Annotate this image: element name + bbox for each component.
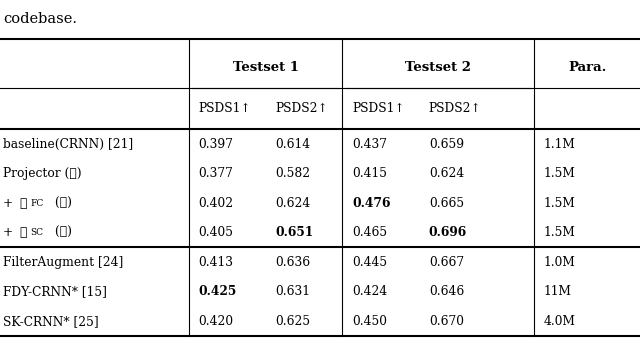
Text: 0.646: 0.646 [429,285,464,298]
Text: ℒ: ℒ [19,226,27,239]
Text: (②): (②) [51,197,72,210]
Text: PSDS1↑: PSDS1↑ [198,102,251,115]
Text: 0.659: 0.659 [429,138,464,151]
Text: 0.402: 0.402 [198,197,234,210]
Text: Testset 2: Testset 2 [405,61,472,74]
Text: ℒ: ℒ [19,197,27,210]
Text: 0.631: 0.631 [275,285,310,298]
Text: 0.696: 0.696 [429,226,467,239]
Text: (③): (③) [51,226,72,239]
Text: FilterAugment [24]: FilterAugment [24] [3,256,124,269]
Text: Para.: Para. [568,61,606,74]
Text: 0.614: 0.614 [275,138,310,151]
Text: 0.624: 0.624 [429,167,464,180]
Text: 0.420: 0.420 [198,315,234,328]
Text: 1.5M: 1.5M [544,226,576,239]
Text: 0.670: 0.670 [429,315,464,328]
Text: 0.424: 0.424 [352,285,387,298]
Text: 0.624: 0.624 [275,197,310,210]
Text: 0.415: 0.415 [352,167,387,180]
Text: 0.667: 0.667 [429,256,464,269]
Text: 0.625: 0.625 [275,315,310,328]
Text: PSDS2↑: PSDS2↑ [275,102,328,115]
Text: 0.437: 0.437 [352,138,387,151]
Text: 0.413: 0.413 [198,256,234,269]
Text: 0.665: 0.665 [429,197,464,210]
Text: 4.0M: 4.0M [544,315,576,328]
Text: 0.636: 0.636 [275,256,310,269]
Text: baseline(CRNN) [21]: baseline(CRNN) [21] [3,138,133,151]
Text: PSDS2↑: PSDS2↑ [429,102,481,115]
Text: 1.5M: 1.5M [544,197,576,210]
Text: 0.465: 0.465 [352,226,387,239]
Text: FDY-CRNN* [15]: FDY-CRNN* [15] [3,285,107,298]
Text: 1.0M: 1.0M [544,256,576,269]
Text: +: + [3,226,17,239]
Text: +: + [3,197,17,210]
Text: PSDS1↑: PSDS1↑ [352,102,404,115]
Text: Testset 1: Testset 1 [232,61,299,74]
Text: 1.1M: 1.1M [544,138,576,151]
Text: 11M: 11M [544,285,572,298]
Text: 0.582: 0.582 [275,167,310,180]
Text: 1.5M: 1.5M [544,167,576,180]
Text: 0.425: 0.425 [198,285,237,298]
Text: SC: SC [30,228,43,237]
Text: FC: FC [30,199,44,208]
Text: 0.476: 0.476 [352,197,390,210]
Text: 0.397: 0.397 [198,138,234,151]
Text: 0.405: 0.405 [198,226,234,239]
Text: Projector (①): Projector (①) [3,167,82,180]
Text: 0.377: 0.377 [198,167,233,180]
Text: codebase.: codebase. [3,12,77,26]
Text: 0.651: 0.651 [275,226,314,239]
Text: 0.450: 0.450 [352,315,387,328]
Text: 0.445: 0.445 [352,256,387,269]
Text: SK-CRNN* [25]: SK-CRNN* [25] [3,315,99,328]
